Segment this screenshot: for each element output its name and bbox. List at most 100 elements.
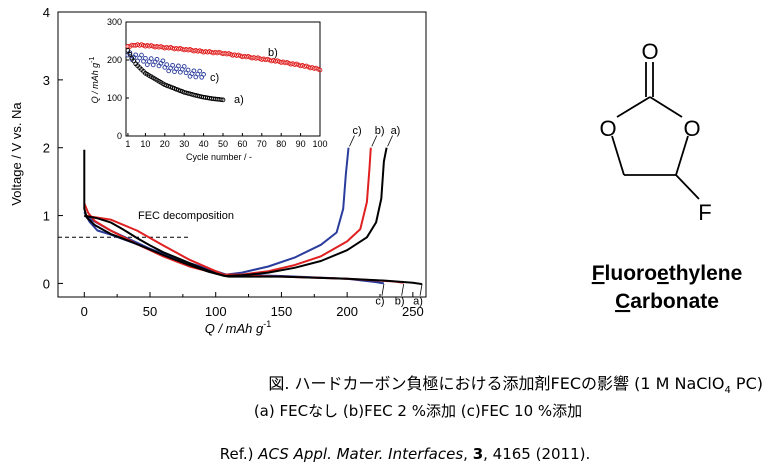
x-tick-label: 150 xyxy=(271,304,293,319)
inset-x-tick-label: 50 xyxy=(218,139,228,149)
inset-point-c xyxy=(164,62,170,67)
inset-point-a xyxy=(125,48,131,53)
curve-top-leader xyxy=(349,135,355,147)
caption-line1-end: PC) xyxy=(731,374,763,393)
name1-u2: e xyxy=(657,262,669,285)
main-curves xyxy=(83,147,423,286)
inset-x-tick-label: 30 xyxy=(179,139,189,149)
fec-annotation: FEC decomposition xyxy=(138,210,234,222)
caption-line1-sub: 4 xyxy=(724,385,730,396)
inset-point-c xyxy=(170,62,175,68)
inset-point-c xyxy=(143,55,148,61)
inset-series-labels: a) b) c) xyxy=(210,47,278,106)
curve-b-charge xyxy=(84,147,372,276)
curve-bottom-label: a) xyxy=(413,295,423,307)
x-axis-title-sup: -1 xyxy=(263,319,271,329)
name1-mid: luoro xyxy=(605,262,658,285)
inset-series-label: b) xyxy=(268,47,278,59)
y-tick-label: 4 xyxy=(43,5,50,20)
curve-top-leader xyxy=(371,135,378,147)
inset-y-title-text: Q / mAh g xyxy=(90,63,100,104)
curve-bottom-leader xyxy=(401,284,405,296)
x-tick-label: 50 xyxy=(143,304,157,319)
inset-point-a xyxy=(220,97,226,103)
inset-y-tick-label: 200 xyxy=(107,55,122,65)
curve-a-charge xyxy=(84,147,388,277)
bond-chf-f xyxy=(675,174,700,200)
inset-series-label: a) xyxy=(234,94,244,106)
bond-c-oright xyxy=(649,96,683,118)
bond-c-oleft xyxy=(616,96,651,118)
inset-y-title-sup: -1 xyxy=(89,57,96,63)
caption-line1: 図. ハードカーボン負極における添加剤FECの影響 (1 M NaClO4 PC… xyxy=(268,374,763,396)
inset-y-title: Q / mAh g-1 xyxy=(89,57,100,104)
curve-labels: a) a) b) b) c) c) xyxy=(349,125,423,307)
atom-ring-o-left: O xyxy=(599,116,616,141)
inset-x-tick-label: 70 xyxy=(257,139,267,149)
ref-volume: 3 xyxy=(473,445,483,463)
x-tick-label: 250 xyxy=(402,304,424,319)
name1-u1: F xyxy=(592,262,605,285)
inset-axis-ticks: 1 10 20 30 40 50 60 70 80 90 100 0 100 200 300 xyxy=(107,17,328,149)
inset-x-tick-label: 90 xyxy=(296,139,306,149)
curve-top-label: b) xyxy=(375,125,385,137)
curve-bottom-leader xyxy=(381,284,385,296)
inset-point-c xyxy=(185,67,191,73)
inset-point-c xyxy=(133,52,139,58)
molecule-name-line1: Fluoroethylene xyxy=(592,262,743,285)
inset-point-b xyxy=(317,67,323,73)
inset-x-title: Cycle number / - xyxy=(186,152,252,162)
ref-sep: , xyxy=(463,445,473,463)
inset-y-tick-label: 100 xyxy=(107,93,122,103)
ref-prefix: Ref.) xyxy=(220,445,259,463)
ref-rest: , 4165 (2011). xyxy=(483,445,590,463)
fec-molecule-structure xyxy=(611,62,700,200)
x-axis-title: Q / mAh g-1 xyxy=(205,319,272,336)
ref-journal: ACS Appl. Mater. Interfaces xyxy=(257,445,463,463)
inset-series-label: c) xyxy=(210,72,219,84)
name1-post: thylene xyxy=(669,262,743,285)
bond-oleft-ch2 xyxy=(611,135,625,176)
x-axis-title-text: Q / mAh g xyxy=(205,321,264,336)
atom-ring-o-right: O xyxy=(683,116,700,141)
inset-point-c xyxy=(154,56,160,62)
x-tick-label: 200 xyxy=(336,304,358,319)
inset-x-tick-label: 80 xyxy=(276,139,286,149)
curve-bottom-label: c) xyxy=(375,295,384,307)
inset-point-c xyxy=(160,58,166,64)
inset-point-c xyxy=(191,68,197,74)
main-plot-frame xyxy=(57,11,427,298)
curve-bottom-label: b) xyxy=(395,295,405,307)
y-tick-label: 3 xyxy=(43,73,50,88)
inset-y-tick-label: 0 xyxy=(117,131,122,141)
inset-point-c xyxy=(201,72,206,77)
caption-line2: (a) FECなし (b)FEC 2 %添加 (c)FEC 10 %添加 xyxy=(254,402,582,420)
inset-point-c xyxy=(176,63,181,69)
x-tick-label: 100 xyxy=(205,304,227,319)
inset-point-c xyxy=(181,64,187,69)
inset-point-c xyxy=(197,68,203,74)
y-axis-title: Voltage / V vs. Na xyxy=(9,102,24,206)
inset-points xyxy=(125,42,323,103)
curve-top-label: a) xyxy=(391,125,401,137)
bond-oright-chf xyxy=(675,135,689,176)
inset-point-a xyxy=(127,51,133,57)
name2-u1: C xyxy=(615,290,630,313)
inset-x-tick-label: 40 xyxy=(199,139,209,149)
inset-y-tick-label: 300 xyxy=(107,17,122,27)
atom-carbonyl-o: O xyxy=(641,39,658,64)
y-tick-label: 2 xyxy=(43,141,50,156)
inset-point-c xyxy=(139,52,144,58)
atom-fluorine: F xyxy=(698,200,711,225)
reference-line: Ref.) ACS Appl. Mater. Interfaces, 3, 41… xyxy=(220,445,591,463)
inset-x-tick-label: 100 xyxy=(312,139,327,149)
molecule-name-line2: Carbonate xyxy=(615,290,719,313)
name2-post: arbonate xyxy=(630,290,719,313)
curve-top-label: c) xyxy=(352,125,361,137)
inset-x-tick-label: 1 xyxy=(125,139,130,149)
x-tick-label: 0 xyxy=(81,304,88,319)
